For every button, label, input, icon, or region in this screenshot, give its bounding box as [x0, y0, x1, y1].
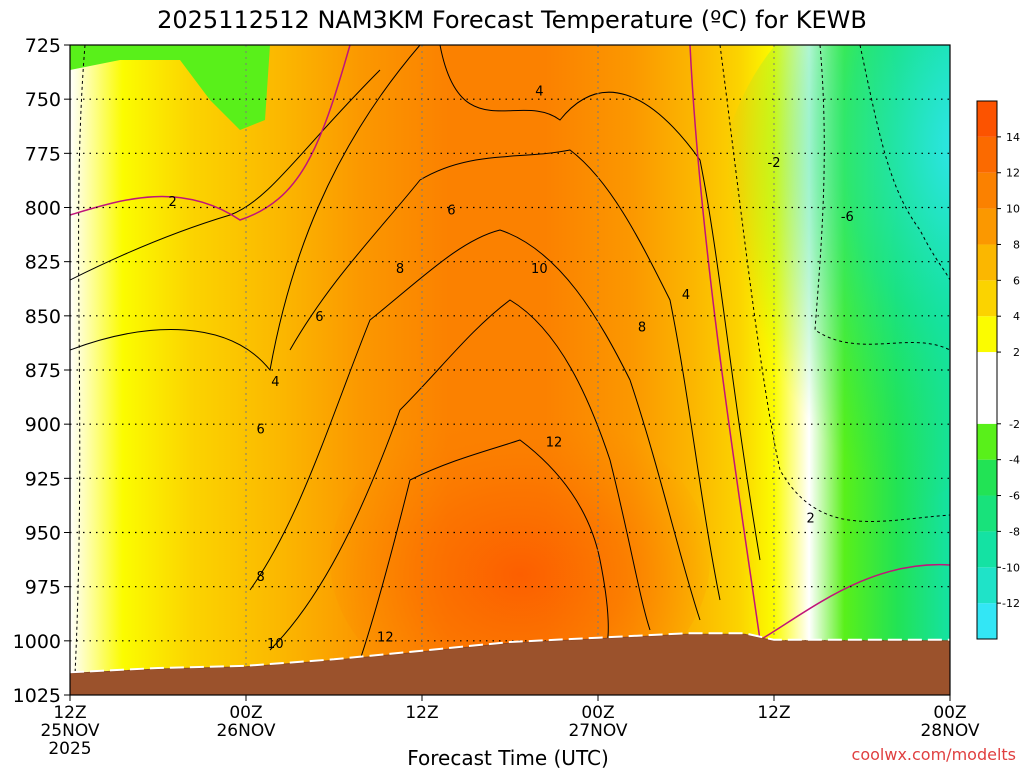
- colorbar-band-1: [977, 567, 997, 604]
- colorbar-label-12: 14: [1006, 131, 1020, 144]
- left-edge-contour: [73, 45, 86, 695]
- x-axis-title: Forecast Time (UTC): [407, 746, 609, 768]
- temperature-field: [70, 45, 950, 695]
- contour-label-5: 8: [396, 262, 404, 277]
- contour-label-4: 6: [315, 310, 323, 325]
- colorbar-band-0: [977, 603, 997, 639]
- x-tick-label-2-0: 12Z: [405, 703, 438, 723]
- x-tick-label-4-0: 12Z: [757, 703, 790, 723]
- contour-label-13: 12: [377, 631, 394, 646]
- x-tick-label-1-0: 00Z: [229, 703, 262, 723]
- y-tick-label-1000: 1000: [13, 631, 61, 653]
- colorbar-frame: [976, 100, 998, 640]
- isotherm-2-left: [70, 69, 381, 281]
- y-tick-label-725: 725: [25, 35, 61, 57]
- y-tick-label-825: 825: [25, 252, 61, 274]
- x-tick-label-0-2: 2025: [48, 739, 91, 759]
- isotherm-8: [249, 229, 701, 621]
- isotherm-4-right: [439, 45, 761, 561]
- colorbar-label-3: -6: [1009, 490, 1020, 503]
- colorbar: -12 -10 -8 -6 -4 -2 2 4 6 8 10 12 14: [976, 100, 1020, 640]
- colorbar-label-6: 2: [1013, 346, 1020, 359]
- zero-isotherm-left: [70, 45, 351, 221]
- colorbar-band-3: [977, 495, 997, 532]
- y-tick-label-975: 975: [25, 577, 61, 599]
- y-tick-label-925: 925: [25, 468, 61, 490]
- contour-label-6: 10: [531, 262, 548, 277]
- contour-label-1: 4: [535, 85, 543, 100]
- colorbar-label-1: -10: [1002, 561, 1020, 574]
- colorbar-label-11: 12: [1006, 167, 1020, 180]
- colorbar-label-2: -8: [1009, 525, 1020, 538]
- x-tick-label-1-1: 26NOV: [216, 721, 275, 741]
- x-tick-label-3-1: 27NOV: [568, 721, 627, 741]
- colorbar-label-0: -12: [1002, 597, 1020, 610]
- y-tick-label-875: 875: [25, 360, 61, 382]
- colorbar-band-4: [977, 459, 997, 496]
- x-tick-label-5-0: 00Z: [933, 703, 966, 723]
- contour-label-7: 6: [257, 423, 265, 438]
- x-tick-label-3-0: 00Z: [581, 703, 614, 723]
- x-tick-label-0-1: 25NOV: [40, 721, 99, 741]
- colorbar-band-6: [977, 352, 997, 424]
- colorbar-label-8: 6: [1013, 274, 1020, 287]
- isotherm-6: [289, 149, 721, 601]
- y-tick-label-750: 750: [25, 89, 61, 111]
- chart-title: 2025112512 NAM3KM Forecast Temperature (…: [157, 6, 867, 34]
- colorbar-label-10: 10: [1006, 203, 1020, 216]
- colorbar-band-13: [977, 101, 997, 137]
- y-tick-label-1025: 1025: [13, 685, 61, 707]
- contour-label-2: 6: [447, 204, 455, 219]
- isotherm-minus-6: [814, 45, 950, 351]
- contour-label-8: 4: [682, 288, 690, 303]
- y-tick-label-950: 950: [25, 523, 61, 545]
- x-tick-label-5-1: 28NOV: [920, 721, 979, 741]
- y-axis: 725 750 775 800 825 850 875 900 925 950 975 1000 102…: [13, 35, 70, 707]
- colorbar-band-12: [977, 136, 997, 173]
- contour-label-3: 4: [271, 375, 279, 390]
- colorbar-band-7: [977, 316, 997, 353]
- contour-label-14: -2: [768, 156, 781, 171]
- upper-left-cold-pocket: [70, 45, 270, 130]
- isotherm-4-left: [70, 45, 421, 372]
- colorbar-label-4: -4: [1009, 454, 1020, 467]
- credit-text: coolwx.com/modelts: [852, 745, 1016, 764]
- contour-label-0: 2: [169, 195, 177, 210]
- contour-label-16: 2: [807, 511, 815, 526]
- terrain: [69, 632, 951, 696]
- isotherm-10: [269, 299, 651, 651]
- colorbar-label-7: 4: [1013, 310, 1020, 323]
- y-tick-label-775: 775: [25, 143, 61, 165]
- contour-label-10: 12: [546, 436, 563, 451]
- y-tick-label-850: 850: [25, 306, 61, 328]
- isotherm-minus-8: [859, 45, 950, 281]
- colorbar-band-10: [977, 208, 997, 245]
- contour-label-12: 10: [267, 637, 284, 652]
- zero-isotherm-right: [689, 45, 950, 642]
- gridlines: [70, 45, 950, 695]
- x-tick-label-0-0: 12Z: [53, 703, 86, 723]
- colorbar-band-11: [977, 172, 997, 209]
- y-tick-label-800: 800: [25, 198, 61, 220]
- contour-label-9: 8: [638, 321, 646, 336]
- colorbar-band-8: [977, 280, 997, 317]
- y-tick-label-900: 900: [25, 414, 61, 436]
- contour-label-11: 8: [257, 570, 265, 585]
- contour-labels: 2 4 6 4 6 8 10 6 4 8 12 8 10 12 -2 -6 2: [169, 85, 854, 653]
- colorbar-label-9: 8: [1013, 238, 1020, 251]
- colorbar-label-5: -2: [1009, 418, 1020, 431]
- isotherm-12: [359, 439, 609, 661]
- colorbar-band-9: [977, 244, 997, 281]
- terrain-edge: [69, 632, 950, 674]
- colorbar-band-5: [977, 423, 997, 460]
- contour-label-15: -6: [841, 210, 854, 225]
- cold-core: [710, 45, 950, 510]
- colorbar-band-2: [977, 531, 997, 568]
